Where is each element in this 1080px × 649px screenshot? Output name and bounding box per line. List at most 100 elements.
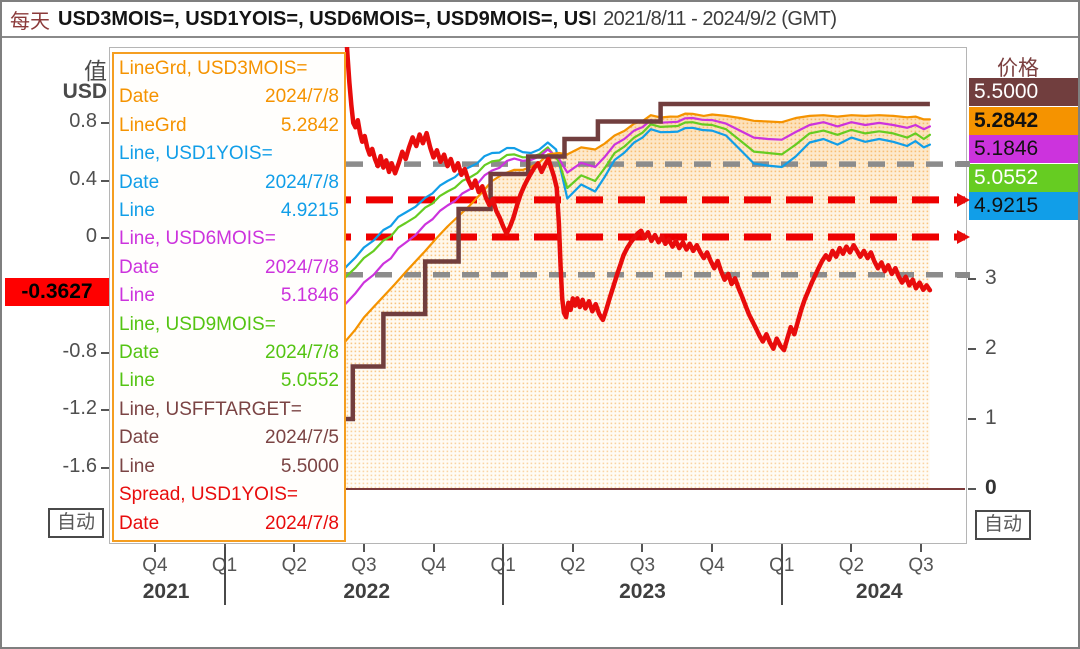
quarter-tick-mark — [432, 544, 435, 552]
legend-row-label: Line — [119, 200, 155, 222]
legend-row-label: Spread, USD1YOIS= — [119, 484, 299, 506]
legend-tooltip: LineGrd, USD3MOIS= Date 2024/7/8 LineGrd 5.2… — [112, 52, 346, 542]
legend-row-label: Line, USD9MOIS= — [119, 313, 276, 335]
right-tick-mark — [968, 277, 976, 280]
legend-row-6: Line, USD6MOIS= — [114, 225, 344, 253]
legend-row-value: 5.1846 — [280, 285, 339, 307]
legend-row-label: Line, USD6MOIS= — [119, 228, 276, 250]
legend-row-label: Line — [119, 370, 155, 392]
instrument-list: USD3MOIS=, USD1YOIS=, USD6MOIS=, USD9MOI… — [58, 7, 592, 30]
legend-row-label: Date — [119, 427, 160, 449]
legend-row-value: 5.0552 — [280, 370, 339, 392]
legend-row-label: Date — [119, 512, 160, 534]
year-separator — [223, 547, 226, 605]
right-tick-label-3: 3 — [985, 265, 997, 289]
truncation-mark: I — [591, 7, 598, 30]
left-tick-label--0.8: -0.8 — [62, 339, 97, 362]
quarter-label-Q4: Q4 — [142, 555, 168, 576]
legend-row-11: Line 5.0552 — [114, 367, 344, 395]
price-badge-5.1846: 5.1846 — [969, 135, 1078, 163]
date-range: 2021/8/11 - 2024/9/2 (GMT) — [603, 7, 837, 30]
red-level-marker — [957, 229, 970, 244]
price-badge-5.0552: 5.0552 — [969, 163, 1078, 192]
quarter-label-Q2: Q2 — [281, 555, 307, 576]
quarter-label-Q2: Q2 — [838, 555, 865, 576]
gray-level-marker — [957, 161, 970, 168]
legend-row-15: Spread, USD1YOIS= — [114, 481, 344, 509]
legend-row-3: Line, USD1YOIS= — [114, 140, 344, 168]
legend-row-16: Date 2024/7/8 — [114, 510, 344, 538]
period-label: 每天 — [10, 10, 50, 33]
legend-row-value: 2024/7/5 — [265, 427, 339, 449]
quarter-tick-mark — [153, 544, 156, 552]
year-separator — [780, 547, 783, 605]
legend-row-label: Date — [119, 256, 160, 278]
year-separator — [502, 547, 505, 605]
left-auto-scale-button[interactable]: 自动 — [48, 508, 105, 538]
right-auto-scale-button[interactable]: 自动 — [975, 510, 1032, 540]
quarter-label-Q3: Q3 — [629, 555, 656, 576]
gray-level-marker — [957, 271, 970, 278]
legend-row-label: Date — [119, 171, 160, 193]
right-axis-title: 价格 — [997, 57, 1039, 80]
left-tick-label-0: 0 — [85, 225, 97, 247]
legend-row-value: 2024/7/8 — [265, 171, 339, 193]
legend-row-4: Date 2024/7/8 — [114, 169, 344, 197]
right-tick-mark — [968, 487, 976, 490]
legend-row-value: 5.5000 — [280, 455, 339, 477]
left-tick-mark — [101, 466, 109, 469]
legend-row-10: Date 2024/7/8 — [114, 339, 344, 367]
legend-row-label: Line — [119, 285, 155, 307]
title-bar: 每天 USD3MOIS=, USD1YOIS=, USD6MOIS=, USD9… — [2, 2, 1078, 38]
usd9mois-line — [334, 121, 931, 289]
left-tick-mark — [101, 409, 109, 412]
legend-row-label: Date — [119, 342, 160, 364]
legend-row-13: Date 2024/7/5 — [114, 424, 344, 452]
quarter-label-Q3: Q3 — [351, 555, 377, 576]
left-tick-label-0.8: 0.8 — [69, 110, 97, 133]
left-axis-currency: USD — [62, 80, 107, 103]
price-badge-4.9215: 4.9215 — [969, 192, 1078, 220]
legend-row-label: Line, USFFTARGET= — [119, 398, 302, 420]
usd1yois-line — [334, 126, 931, 279]
legend-row-1: Date 2024/7/8 — [114, 83, 344, 111]
right-tick-label-1: 1 — [985, 405, 997, 429]
legend-row-label: Date — [119, 86, 160, 108]
legend-row-7: Date 2024/7/8 — [114, 254, 344, 282]
quarter-label-Q4: Q4 — [699, 555, 725, 576]
quarter-tick-mark — [711, 544, 714, 552]
right-tick-label-2: 2 — [985, 335, 997, 359]
quarter-tick-mark — [850, 544, 853, 552]
spread-line — [344, 47, 933, 353]
quarter-label-Q4: Q4 — [420, 555, 447, 576]
legend-row-9: Line, USD9MOIS= — [114, 311, 344, 339]
left-tick-mark — [101, 179, 109, 182]
quarter-tick-mark — [571, 544, 574, 552]
legend-row-value: 5.2842 — [280, 114, 339, 136]
legend-row-value: 2024/7/8 — [265, 256, 339, 278]
legend-row-value: 2024/7/8 — [265, 342, 339, 364]
left-tick-mark — [101, 122, 109, 125]
left-tick-label--1.2: -1.2 — [62, 397, 97, 420]
legend-row-14: Line 5.5000 — [114, 453, 344, 481]
right-tick-label-0: 0 — [985, 475, 997, 499]
quarter-tick-mark — [920, 544, 923, 552]
red-level-marker — [957, 192, 970, 207]
right-tick-mark — [968, 417, 976, 420]
legend-row-label: LineGrd — [119, 114, 187, 136]
chart-canvas[interactable] — [109, 47, 967, 544]
left-tick-label-0.4: 0.4 — [69, 167, 97, 190]
quarter-tick-mark — [362, 544, 365, 552]
legend-row-label: LineGrd, USD3MOIS= — [119, 58, 308, 79]
usd3mois-line — [334, 112, 931, 354]
legend-row-0: LineGrd, USD3MOIS= — [114, 55, 344, 83]
left-tick-mark — [101, 351, 109, 354]
usd6mois-line — [334, 116, 931, 316]
legend-row-2: LineGrd 5.2842 — [114, 112, 344, 140]
legend-row-value: 4.9215 — [280, 200, 339, 222]
legend-row-12: Line, USFFTARGET= — [114, 396, 344, 424]
left-tick-mark — [101, 237, 109, 239]
legend-row-5: Line 4.9215 — [114, 197, 344, 225]
year-label-2023: 2023 — [619, 580, 666, 603]
